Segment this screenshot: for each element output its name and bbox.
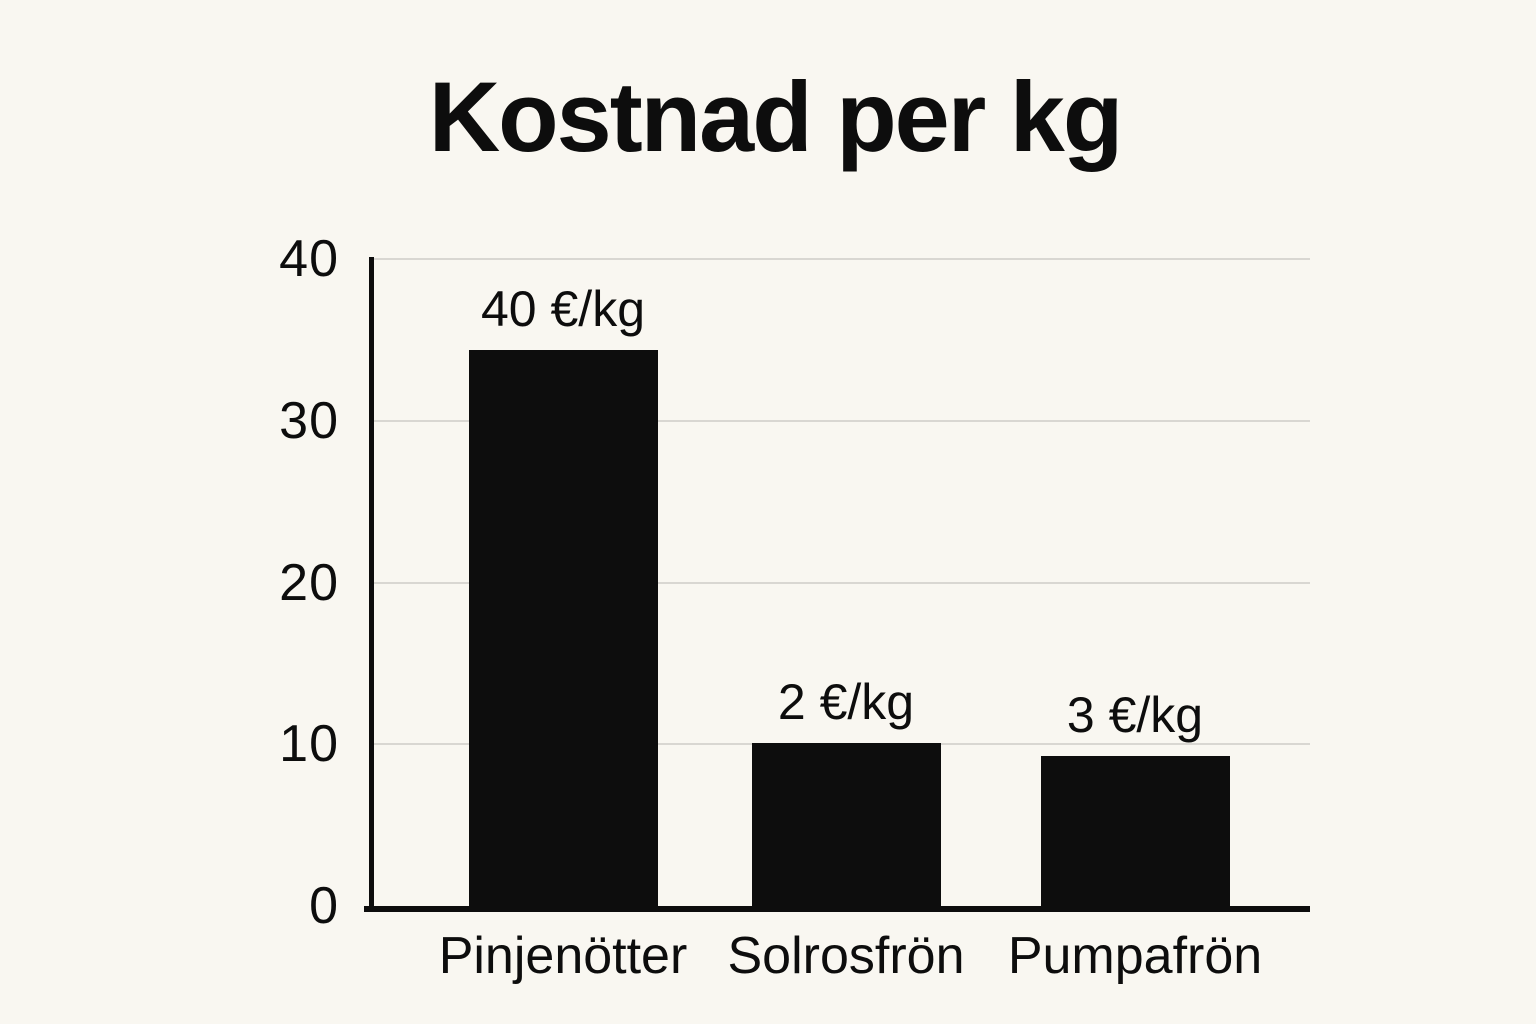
y-tick-label-30: 30 bbox=[279, 391, 339, 450]
y-axis-line bbox=[369, 257, 374, 909]
chart-title: Kostnad per kg bbox=[428, 61, 1124, 172]
y-tick-label-10: 10 bbox=[279, 715, 339, 774]
x-category-label-0: Pinjenötter bbox=[438, 927, 688, 985]
bar-value-label-0: 40 €/kg bbox=[480, 280, 646, 337]
bar-value-label-1: 2 €/kg bbox=[777, 673, 915, 730]
x-category-label-2: Pumpafrön bbox=[1007, 927, 1263, 985]
y-tick-label-20: 20 bbox=[279, 553, 339, 612]
gridline-20 bbox=[374, 581, 1310, 584]
bar-2 bbox=[1040, 755, 1230, 908]
x-category-label-1: Solrosfrön bbox=[727, 927, 965, 985]
bar-value-label-2: 3 €/kg bbox=[1066, 686, 1204, 743]
gridline-40 bbox=[374, 258, 1310, 260]
y-tick-label-0: 0 bbox=[309, 877, 339, 935]
x-axis-line bbox=[364, 906, 1310, 912]
y-tick-label-40: 40 bbox=[279, 230, 339, 288]
bar-1 bbox=[751, 742, 941, 908]
bar-0 bbox=[468, 349, 658, 908]
gridline-30 bbox=[374, 419, 1310, 422]
